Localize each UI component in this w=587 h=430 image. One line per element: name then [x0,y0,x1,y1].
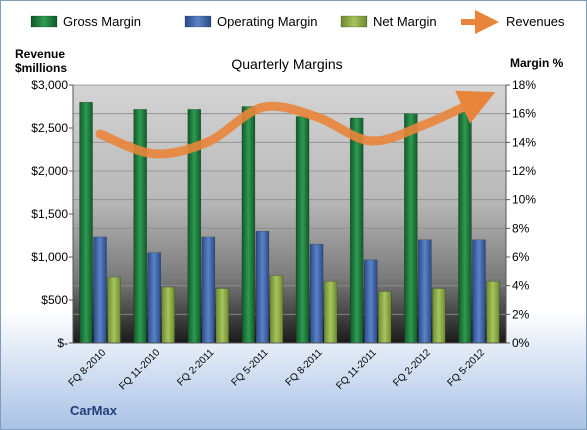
bar-operating-margin [201,236,216,344]
legend-swatch-operating-margin [184,15,212,28]
left-axis-title-line1: Revenue [15,47,65,61]
left-tick-label: $1,000 [31,250,68,264]
right-axis-title: Margin % [510,56,564,70]
revenue-line [95,90,496,159]
bars [79,101,500,344]
bar-gross-margin [241,106,256,344]
right-tick-label: 2% [512,307,530,321]
bar-operating-margin [418,239,432,344]
legend-label: Gross Margin [63,14,141,29]
bar-gross-margin [458,111,472,344]
bar-net-margin [432,288,446,344]
bar-net-margin [107,276,121,344]
legend-swatch-gross-margin [30,15,58,28]
legend-label: Revenues [506,14,565,29]
legend: Gross Margin Operating Margin Net Margin Re… [30,10,565,34]
bar-net-margin [377,291,392,344]
bar-gross-margin [404,113,418,344]
left-tick-label: $3,000 [31,78,68,92]
legend-swatch-net-margin [340,15,368,28]
right-tick-label: 18% [512,78,536,92]
bar-gross-margin [295,116,310,344]
bar-gross-margin [349,117,364,344]
right-tick-label: 6% [512,250,530,264]
bar-gross-margin [79,101,93,344]
bar-net-margin [269,275,284,344]
brand-label: CarMax [70,403,118,418]
right-tick-label: 16% [512,107,536,121]
right-tick-label: 10% [512,193,536,207]
bar-net-margin [323,281,338,344]
revenue-line-path [95,90,496,159]
left-axis-title-line2: $millions [15,61,67,75]
bar-net-margin [161,286,175,344]
chart-title: Quarterly Margins [231,56,342,72]
bar-gross-margin [133,109,147,344]
left-tick-label: $500 [41,293,68,307]
legend-label: Net Margin [373,14,437,29]
right-tick-label: 0% [512,336,530,350]
right-tick-label: 12% [512,164,536,178]
bar-operating-margin [255,230,270,344]
right-tick-label: 14% [512,135,536,149]
right-tick-label: 4% [512,279,530,293]
bar-net-margin [215,288,230,344]
bar-net-margin [486,281,500,344]
bar-operating-margin [472,239,486,344]
left-tick-label: $1,500 [31,207,68,221]
right-tick-label: 8% [512,221,530,235]
bar-operating-margin [363,259,378,344]
left-tick-label: $2,500 [31,121,68,135]
bar-operating-margin [93,236,107,344]
left-tick-label: $2,000 [31,164,68,178]
left-tick-label: $- [57,336,68,350]
bar-operating-margin [309,243,324,344]
bar-operating-margin [147,252,161,344]
legend-label: Operating Margin [217,14,317,29]
